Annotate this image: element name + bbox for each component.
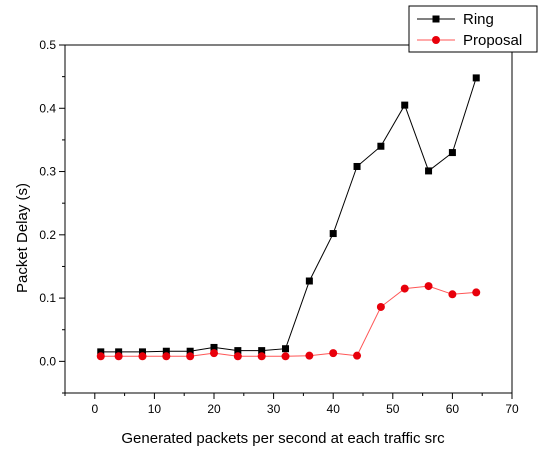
data-point-ring: [282, 345, 290, 353]
x-tick-label: 40: [327, 402, 341, 416]
legend-label-proposal: Proposal: [463, 32, 522, 49]
data-point-proposal: [210, 349, 218, 358]
data-point-ring: [210, 343, 218, 351]
data-point-proposal: [376, 302, 385, 311]
legend-label-ring: Ring: [463, 11, 494, 28]
x-tick-label: 0: [91, 402, 98, 416]
data-point-proposal: [257, 352, 266, 361]
data-point-proposal: [424, 282, 433, 291]
data-point-ring: [186, 347, 194, 355]
data-point-ring: [97, 348, 105, 356]
data-point-ring: [353, 162, 361, 170]
plot-frame: [64, 44, 513, 394]
data-point-proposal: [305, 351, 314, 360]
data-point-ring: [329, 230, 337, 238]
data-point-ring: [305, 277, 313, 285]
series-line-ring: [100, 77, 477, 353]
y-axis-title: Packet Delay (s): [14, 183, 31, 293]
x-tick-label: 70: [505, 402, 519, 416]
data-point-proposal: [186, 352, 195, 361]
y-tick-label: 0.5: [39, 38, 56, 52]
data-point-proposal: [138, 352, 147, 361]
y-tick-label: 0.0: [39, 354, 56, 368]
series-ring: [97, 74, 480, 356]
data-point-proposal: [329, 349, 338, 358]
y-tick-label: 0.2: [39, 228, 56, 242]
data-point-ring: [448, 149, 456, 157]
x-tick-label: 50: [386, 402, 400, 416]
legend-marker-proposal: [432, 36, 440, 44]
data-point-ring: [377, 142, 385, 150]
data-point-proposal: [233, 352, 242, 361]
series-proposal: [96, 282, 481, 361]
x-axis-title: Generated packets per second at each tra…: [121, 430, 445, 447]
x-tick-label: 20: [207, 402, 221, 416]
data-point-ring: [162, 347, 170, 355]
data-point-proposal: [114, 352, 123, 361]
data-point-ring: [115, 348, 123, 356]
x-tick-label: 30: [267, 402, 281, 416]
legend-box: [408, 5, 538, 53]
data-point-proposal: [96, 352, 105, 361]
data-point-proposal: [162, 352, 171, 361]
data-point-proposal: [353, 351, 362, 360]
x-tick-label: 10: [148, 402, 162, 416]
y-tick-label: 0.4: [39, 101, 56, 115]
data-point-ring: [401, 101, 409, 109]
data-point-ring: [425, 167, 433, 175]
data-point-ring: [234, 347, 242, 355]
data-point-ring: [472, 74, 480, 82]
y-tick-label: 0.3: [39, 165, 56, 179]
data-point-proposal: [281, 352, 290, 361]
data-point-proposal: [400, 284, 409, 293]
data-point-ring: [258, 347, 266, 355]
axes: 0 10 20 30 40 50 60 70 0.0 0.1 0.2 0.3 0.4 0.5: [39, 38, 519, 416]
legend: Ring Proposal: [408, 5, 538, 53]
data-point-proposal: [448, 290, 457, 299]
x-tick-label: 60: [446, 402, 460, 416]
legend-marker-ring: [432, 15, 440, 23]
series-layer: [96, 74, 481, 361]
data-point-ring: [138, 348, 146, 356]
y-tick-label: 0.1: [39, 291, 56, 305]
data-point-proposal: [472, 288, 481, 297]
